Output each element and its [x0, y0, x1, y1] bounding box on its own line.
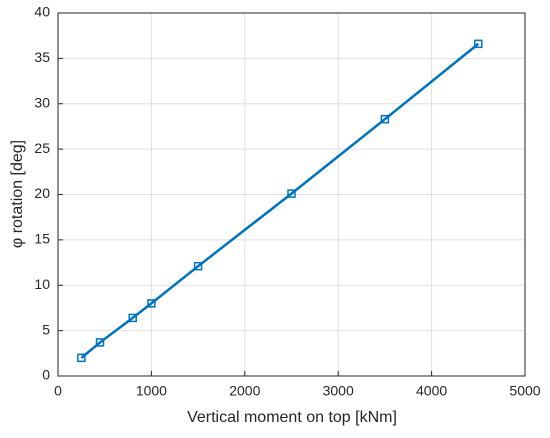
x-tick-label: 0 — [54, 383, 62, 399]
x-tick-label: 3000 — [323, 383, 354, 399]
y-axis-label: φ rotation [deg] — [9, 140, 26, 248]
y-tick-label: 20 — [34, 185, 50, 201]
y-tick-label: 15 — [34, 231, 50, 247]
axes-box — [57, 12, 526, 377]
x-tick-label: 2000 — [229, 383, 260, 399]
y-tick-label: 0 — [42, 367, 50, 383]
data-marker — [287, 189, 296, 198]
data-marker — [380, 114, 390, 124]
data-marker — [128, 313, 137, 323]
y-tick-label: 40 — [34, 4, 50, 20]
x-axis-label: Vertical moment on top [kNm] — [187, 409, 397, 426]
y-tick-label: 25 — [34, 140, 50, 156]
y-tick-label: 35 — [34, 49, 50, 65]
y-tick-label: 10 — [34, 276, 50, 292]
data-line — [80, 42, 480, 359]
y-tick-label: 5 — [42, 321, 50, 337]
y-tick-label: 30 — [34, 94, 50, 110]
data-marker — [147, 299, 156, 308]
data-marker — [77, 353, 86, 363]
x-tick-label: 1000 — [136, 383, 167, 399]
x-tick-label: 4000 — [416, 383, 447, 399]
x-tick-label: 5000 — [509, 383, 540, 399]
data-marker — [474, 39, 483, 49]
data-marker — [95, 338, 105, 347]
data-marker — [193, 261, 203, 271]
